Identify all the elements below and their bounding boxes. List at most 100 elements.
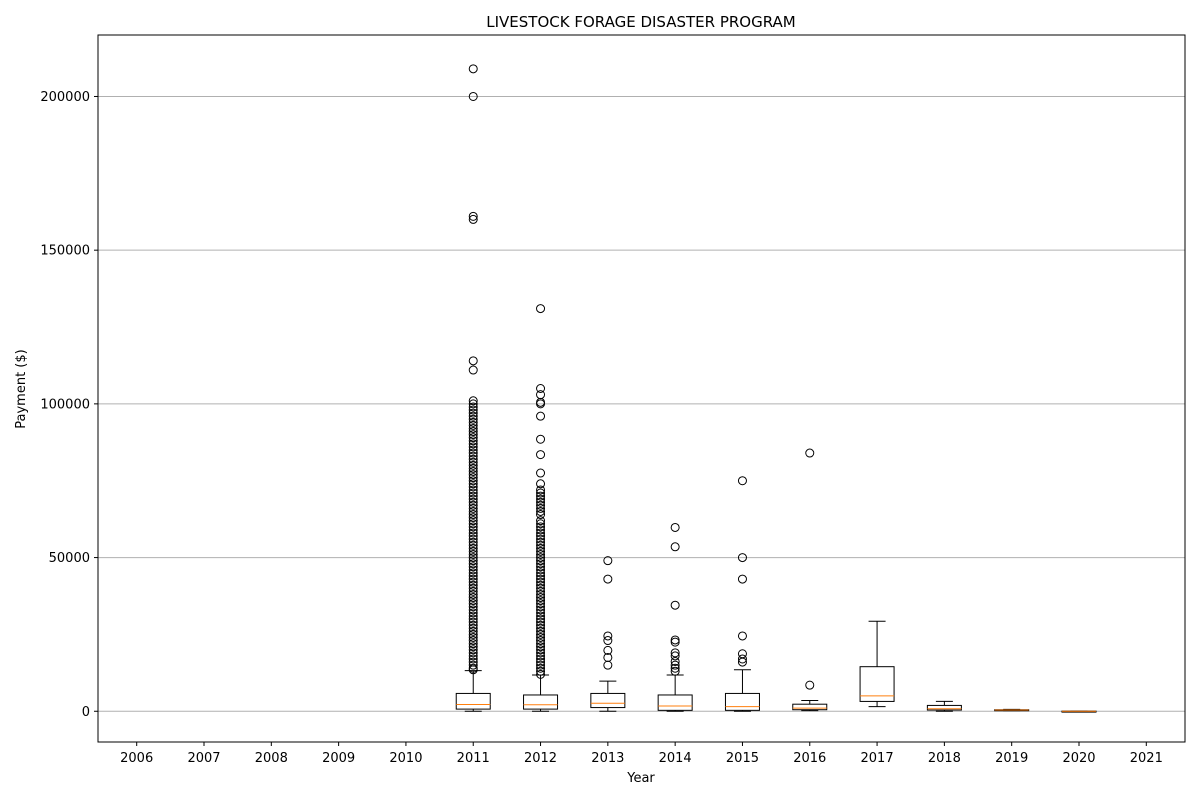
outlier-point bbox=[536, 639, 546, 649]
outlier-point bbox=[536, 669, 546, 679]
box-2012 bbox=[523, 304, 559, 712]
outlier-point bbox=[468, 614, 478, 624]
outlier-point bbox=[468, 549, 478, 559]
outlier-point bbox=[670, 651, 680, 661]
outlier-point bbox=[737, 553, 747, 563]
outlier-point bbox=[536, 586, 546, 596]
outlier-point bbox=[805, 448, 815, 458]
outlier-point bbox=[536, 531, 546, 541]
outlier-point bbox=[468, 620, 478, 630]
outlier-point bbox=[536, 562, 546, 572]
outlier-point bbox=[468, 500, 478, 510]
outlier-point bbox=[468, 648, 478, 658]
outlier-point bbox=[468, 574, 478, 584]
outlier-point bbox=[536, 608, 546, 618]
outlier-point bbox=[468, 427, 478, 437]
outlier-point bbox=[536, 491, 546, 501]
outlier-point bbox=[536, 580, 546, 590]
box-2016 bbox=[792, 448, 828, 712]
outlier-point bbox=[468, 543, 478, 553]
outlier-point bbox=[468, 430, 478, 440]
outlier-point bbox=[536, 468, 546, 478]
box-2014 bbox=[657, 522, 693, 712]
outlier-point bbox=[536, 565, 546, 575]
y-tick-label: 0 bbox=[82, 705, 90, 720]
outlier-point bbox=[603, 660, 613, 670]
outlier-point bbox=[468, 396, 478, 406]
outlier-point bbox=[536, 626, 546, 636]
x-tick-label: 2012 bbox=[524, 751, 557, 766]
outlier-point bbox=[468, 534, 478, 544]
y-axis-label: Payment ($) bbox=[14, 349, 29, 428]
outlier-point bbox=[536, 497, 546, 507]
iqr-box bbox=[724, 692, 760, 711]
outlier-point bbox=[536, 657, 546, 667]
outlier-point bbox=[468, 513, 478, 523]
outlier-point bbox=[603, 652, 613, 662]
outlier-point bbox=[536, 629, 546, 639]
outlier-point bbox=[468, 510, 478, 520]
outlier-point bbox=[536, 559, 546, 569]
box-2019 bbox=[994, 708, 1030, 712]
outlier-point bbox=[737, 574, 747, 584]
outlier-point bbox=[536, 390, 546, 400]
outlier-point bbox=[737, 476, 747, 486]
outlier-point bbox=[468, 602, 478, 612]
outlier-point bbox=[670, 648, 680, 658]
box-2013 bbox=[590, 556, 626, 712]
x-tick-label: 2021 bbox=[1130, 751, 1163, 766]
outlier-point bbox=[468, 470, 478, 480]
outlier-point bbox=[468, 589, 478, 599]
outlier-point bbox=[536, 522, 546, 532]
outlier-point bbox=[468, 540, 478, 550]
x-tick-label: 2017 bbox=[861, 751, 894, 766]
outlier-point bbox=[536, 434, 546, 444]
outlier-point bbox=[737, 649, 747, 659]
outlier-point bbox=[536, 645, 546, 655]
x-tick-label: 2014 bbox=[659, 751, 692, 766]
outlier-point bbox=[603, 574, 613, 584]
outlier-point bbox=[468, 571, 478, 581]
outlier-point bbox=[468, 405, 478, 415]
outlier-point bbox=[536, 577, 546, 587]
x-tick-label: 2010 bbox=[389, 751, 422, 766]
outlier-point bbox=[536, 384, 546, 393]
outlier-point bbox=[468, 663, 478, 673]
outlier-point bbox=[468, 433, 478, 443]
outlier-point bbox=[468, 611, 478, 621]
outlier-point bbox=[536, 546, 546, 556]
outlier-point bbox=[468, 645, 478, 655]
outlier-point bbox=[536, 651, 546, 661]
outlier-point bbox=[468, 448, 478, 458]
outlier-point bbox=[536, 540, 546, 550]
x-tick-label: 2019 bbox=[995, 751, 1028, 766]
outlier-point bbox=[536, 571, 546, 581]
outlier-point bbox=[536, 506, 546, 516]
outlier-point bbox=[536, 543, 546, 553]
outlier-point bbox=[536, 485, 546, 495]
outlier-point bbox=[536, 614, 546, 624]
iqr-box bbox=[523, 694, 559, 710]
outlier-point bbox=[536, 663, 546, 673]
outlier-point bbox=[468, 565, 478, 575]
outlier-point bbox=[536, 549, 546, 559]
outlier-point bbox=[536, 589, 546, 599]
outlier-point bbox=[468, 531, 478, 541]
iqr-box bbox=[590, 692, 626, 709]
outlier-point bbox=[468, 654, 478, 664]
outlier-point bbox=[536, 574, 546, 584]
outlier-point bbox=[468, 519, 478, 529]
outlier-point bbox=[468, 463, 478, 473]
outlier-point bbox=[468, 639, 478, 649]
x-tick-label: 2020 bbox=[1062, 751, 1095, 766]
outlier-point bbox=[536, 666, 546, 676]
outlier-point bbox=[468, 414, 478, 424]
y-tick-label: 100000 bbox=[40, 397, 90, 412]
outlier-point bbox=[468, 503, 478, 513]
outlier-point bbox=[468, 454, 478, 464]
outlier-point bbox=[468, 626, 478, 636]
outlier-point bbox=[468, 522, 478, 532]
outlier-point bbox=[468, 528, 478, 538]
outlier-point bbox=[536, 602, 546, 612]
